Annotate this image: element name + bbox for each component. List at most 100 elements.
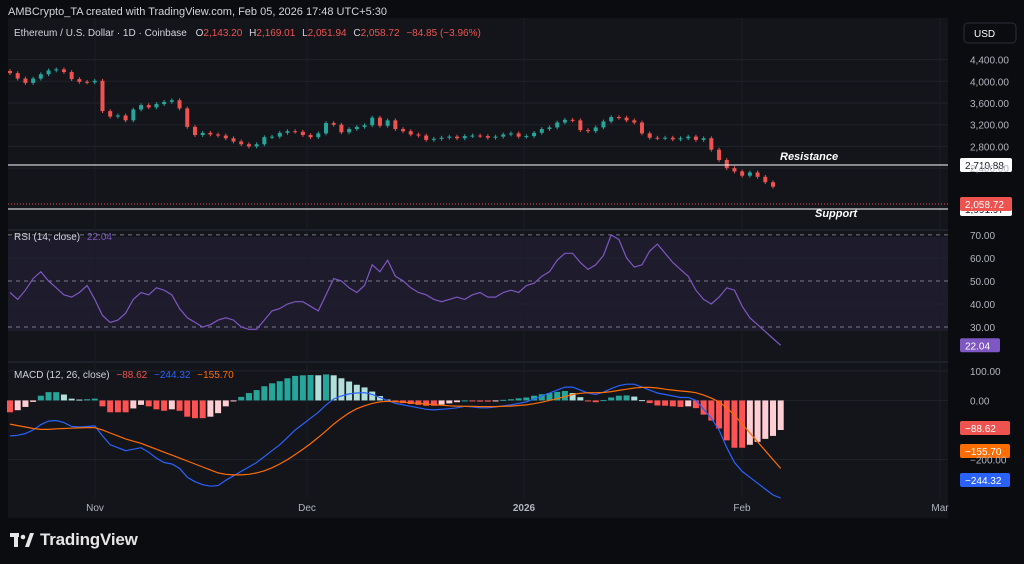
support-label: Support xyxy=(815,208,858,220)
candle-body xyxy=(316,133,321,138)
macd-histogram-bar xyxy=(37,395,44,401)
macd-histogram-bar xyxy=(184,400,191,417)
tradingview-brand: TradingView xyxy=(40,530,138,549)
candle-body xyxy=(562,119,567,123)
tradingview-logo: TradingView xyxy=(10,530,138,550)
rsi-value-tag xyxy=(960,338,1000,353)
macd-histogram-bar xyxy=(315,375,322,401)
macd-tick-label: 100.00 xyxy=(970,367,1001,378)
candle-body xyxy=(162,101,167,105)
macd-histogram-bar xyxy=(777,400,784,430)
candle-body xyxy=(686,136,691,139)
macd-histogram-bar xyxy=(284,378,291,401)
macd-histogram-bar xyxy=(531,395,538,401)
candle-body xyxy=(524,136,529,138)
macd-histogram-bar xyxy=(322,374,329,401)
macd-histogram-bar xyxy=(369,391,376,401)
macd-hist-value: −88.62 xyxy=(116,370,147,381)
candle-body xyxy=(246,144,251,147)
candle-body xyxy=(285,131,290,133)
candle-body xyxy=(724,159,729,169)
candle-body xyxy=(570,119,575,121)
rsi-tick-label: 70.00 xyxy=(970,231,995,242)
candle-body xyxy=(339,124,344,133)
candle-body xyxy=(146,105,151,108)
macd-histogram-bar xyxy=(631,396,638,401)
symbol-legend: Ethereum / U.S. Dollar · 1D · Coinbase O… xyxy=(14,28,481,39)
price-tick-label: 3,200.00 xyxy=(970,121,1009,132)
macd-signal-tag-label: −155.70 xyxy=(965,447,1002,458)
candle-body xyxy=(747,172,752,176)
change-value: −84.85 (−3.96%) xyxy=(406,28,481,39)
macd-histogram-bar xyxy=(608,397,615,401)
candle-body xyxy=(100,80,105,112)
macd-histogram-bar xyxy=(654,400,661,406)
macd-histogram-bar xyxy=(153,400,160,410)
macd-histogram-bar xyxy=(754,400,761,442)
candle-body xyxy=(655,137,660,139)
macd-histogram-bar xyxy=(76,399,83,401)
candle-body xyxy=(470,135,475,137)
candle-body xyxy=(401,129,406,132)
macd-histogram-bar xyxy=(477,400,484,402)
candle-body xyxy=(46,70,51,75)
resistance-label: Resistance xyxy=(780,151,838,163)
candle-body xyxy=(270,136,275,138)
macd-histogram-bar xyxy=(461,400,468,402)
currency-button[interactable]: USD xyxy=(963,22,1017,44)
candle-body xyxy=(639,122,644,134)
macd-signal-value: −155.70 xyxy=(197,370,234,381)
candle-body xyxy=(38,74,43,79)
candle-body xyxy=(555,122,560,128)
macd-histogram-bar xyxy=(685,400,692,407)
candle-body xyxy=(131,109,136,121)
macd-histogram-bar xyxy=(585,400,592,402)
price-tick-label: 4,000.00 xyxy=(970,77,1009,88)
macd-histogram-bar xyxy=(430,400,437,406)
macd-histogram-bar xyxy=(338,378,345,401)
macd-histogram-bar xyxy=(446,400,453,404)
candle-body xyxy=(593,127,598,132)
macd-histogram-bar xyxy=(99,400,106,407)
close-value: 2,058.72 xyxy=(361,28,400,39)
macd-histogram-bar xyxy=(269,383,276,401)
macd-histogram-bar xyxy=(114,400,121,413)
candle-body xyxy=(493,136,498,138)
grid-lines xyxy=(8,18,948,498)
low-label: L xyxy=(302,28,308,39)
candle-body xyxy=(277,132,282,137)
candle-body xyxy=(177,100,182,109)
candle-body xyxy=(663,137,668,139)
macd-histogram-bar xyxy=(84,399,91,401)
candle-body xyxy=(670,137,675,140)
macd-histogram-bar xyxy=(138,400,145,405)
candle-body xyxy=(393,120,398,130)
macd-title: MACD (12, 26, close) xyxy=(14,370,110,381)
candle-body xyxy=(154,104,159,108)
candle-body xyxy=(431,138,436,140)
rsi-legend: RSI (14, close) 22.04 xyxy=(14,232,112,243)
candle-body xyxy=(354,126,359,130)
candle-body xyxy=(377,117,382,126)
macd-histogram-bar xyxy=(507,399,514,401)
last-price-label: 2,058.72 xyxy=(965,200,1004,211)
candle-body xyxy=(763,176,768,183)
macd-signal-line xyxy=(9,386,782,476)
candlestick-series xyxy=(8,67,775,189)
macd-histogram-bar xyxy=(692,400,699,409)
macd-line-value: −244.32 xyxy=(154,370,191,381)
candle-body xyxy=(123,115,128,121)
macd-histogram-bar xyxy=(638,400,645,402)
macd-histogram-bar xyxy=(500,399,507,401)
macd-histogram-bar xyxy=(276,381,283,401)
macd-histogram-bar xyxy=(60,394,67,401)
macd-histogram-bar xyxy=(330,375,337,401)
candle-body xyxy=(586,130,591,132)
candle-body xyxy=(647,133,652,138)
candle-body xyxy=(169,100,174,102)
candle-body xyxy=(709,138,714,150)
time-tick-label: 2026 xyxy=(513,503,536,514)
macd-line xyxy=(9,383,781,499)
macd-histogram-bar xyxy=(230,400,237,402)
